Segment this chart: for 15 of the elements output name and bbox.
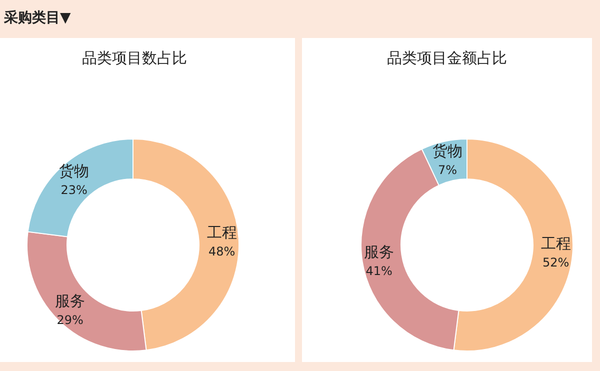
data-label: 41%	[366, 264, 392, 278]
slice-label: 工程	[540, 234, 571, 253]
slice-label: 工程	[206, 223, 237, 242]
slice-label: 货物	[59, 162, 90, 180]
chart-title: 品类项目金额占比	[387, 49, 507, 67]
slice-label: 服务	[55, 292, 86, 310]
data-label: 23%	[60, 183, 88, 198]
data-label: 7%	[438, 163, 458, 178]
data-label: 52%	[542, 256, 570, 270]
chart-title: 品类项目数占比	[82, 49, 187, 67]
data-label: 29%	[56, 312, 84, 327]
data-label: 48%	[208, 244, 236, 258]
slice-label: 服务	[364, 242, 394, 261]
text: 采购类目▼	[3, 10, 71, 26]
slice-label: 货物	[432, 142, 463, 160]
